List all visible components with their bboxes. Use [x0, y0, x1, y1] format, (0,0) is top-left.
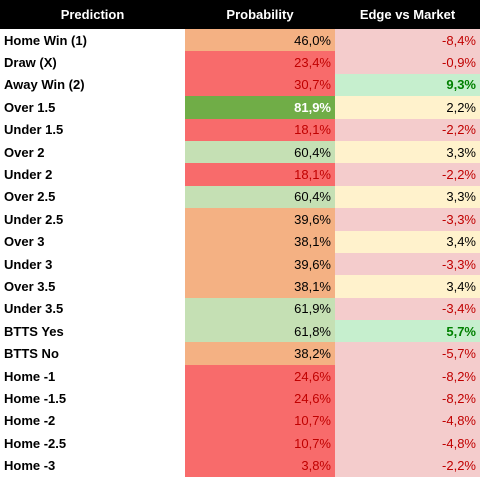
prediction-cell: Away Win (2): [4, 77, 85, 93]
header-cell: Edge vs Market: [335, 0, 480, 29]
probability-cell: 60,4%: [185, 185, 335, 209]
edge-cell: -5,7%: [335, 342, 480, 365]
probability-cell: 10,7%: [185, 409, 335, 433]
edge-cell: -4,8%: [335, 432, 480, 455]
table-body: Home Win (1) 46,0% -8,4% Draw (X) 23,4% -0,9%…: [0, 29, 480, 477]
probability-cell: 60,4%: [185, 140, 335, 164]
prediction-cell: Over 2.5: [4, 189, 56, 205]
edge-cell: -8,4%: [335, 29, 480, 52]
edge-cell: 3,4%: [335, 230, 480, 253]
edge-cell: -0,9%: [335, 51, 480, 74]
prediction-cell: Home Win (1): [4, 32, 87, 48]
table-row: Home -1 24,6% -8,2%: [0, 364, 480, 388]
prediction-cell: Home -2: [4, 413, 56, 429]
table-row: BTTS Yes 61,8% 5,7%: [0, 320, 480, 343]
edge-cell: 9,3%: [335, 73, 480, 97]
probability-cell: 3,8%: [185, 454, 335, 477]
table-row: Away Win (2) 30,7% 9,3%: [0, 73, 480, 97]
edge-cell: -8,2%: [335, 387, 480, 410]
header-row: Prediction Probability Edge vs Market: [0, 0, 480, 29]
table-row: Over 2 60,4% 3,3%: [0, 140, 480, 164]
prediction-cell: Over 3: [4, 234, 45, 250]
prediction-table: Prediction Probability Edge vs Market Ho…: [0, 0, 480, 477]
probability-cell: 24,6%: [185, 364, 335, 388]
probability-cell: 38,1%: [185, 230, 335, 253]
prediction-cell: BTTS Yes: [4, 323, 64, 339]
edge-cell: -3,3%: [335, 252, 480, 276]
prediction-cell: Under 2: [4, 167, 53, 183]
edge-cell: 3,4%: [335, 275, 480, 298]
probability-cell: 38,1%: [185, 275, 335, 298]
prediction-cell: Draw (X): [4, 55, 57, 71]
probability-cell: 18,1%: [185, 163, 335, 186]
table-row: BTTS No 38,2% -5,7%: [0, 342, 480, 365]
prediction-cell: Home -1: [4, 368, 56, 384]
probability-cell: 81,9%: [185, 96, 335, 119]
edge-cell: -3,4%: [335, 297, 480, 321]
edge-cell: -2,2%: [335, 454, 480, 477]
probability-cell: 61,8%: [185, 320, 335, 343]
table-row: Home -2.5 10,7% -4,8%: [0, 432, 480, 455]
prediction-cell: Over 3.5: [4, 278, 56, 294]
edge-cell: 2,2%: [335, 96, 480, 119]
table-row: Draw (X) 23,4% -0,9%: [0, 51, 480, 74]
probability-cell: 46,0%: [185, 29, 335, 52]
table-row: Home -1.5 24,6% -8,2%: [0, 387, 480, 410]
probability-cell: 24,6%: [185, 387, 335, 410]
probability-cell: 39,6%: [185, 252, 335, 276]
table-row: Home -2 10,7% -4,8%: [0, 409, 480, 433]
edge-cell: -2,2%: [335, 163, 480, 186]
prediction-cell: Home -3: [4, 458, 56, 474]
table-row: Over 2.5 60,4% 3,3%: [0, 185, 480, 209]
table-row: Home -3 3,8% -2,2%: [0, 454, 480, 477]
table-row: Over 1.5 81,9% 2,2%: [0, 96, 480, 119]
prediction-cell: Over 2: [4, 144, 45, 160]
edge-cell: -8,2%: [335, 364, 480, 388]
prediction-cell: Under 2.5: [4, 211, 64, 227]
table-row: Over 3.5 38,1% 3,4%: [0, 275, 480, 298]
probability-cell: 10,7%: [185, 432, 335, 455]
table-row: Over 3 38,1% 3,4%: [0, 230, 480, 253]
edge-cell: 5,7%: [335, 320, 480, 343]
probability-cell: 61,9%: [185, 297, 335, 321]
probability-cell: 30,7%: [185, 73, 335, 97]
edge-cell: -4,8%: [335, 409, 480, 433]
probability-cell: 38,2%: [185, 342, 335, 365]
table-row: Under 2.5 39,6% -3,3%: [0, 208, 480, 231]
prediction-cell: Over 1.5: [4, 99, 56, 115]
edge-cell: -2,2%: [335, 118, 480, 141]
prediction-cell: Under 1.5: [4, 122, 64, 138]
edge-cell: 3,3%: [335, 185, 480, 209]
table-row: Under 3 39,6% -3,3%: [0, 252, 480, 276]
prediction-cell: Under 3: [4, 256, 53, 272]
table-header: Prediction Probability Edge vs Market: [0, 0, 480, 29]
edge-cell: -3,3%: [335, 208, 480, 231]
edge-cell: 3,3%: [335, 140, 480, 164]
prediction-cell: Home -2.5: [4, 435, 67, 451]
prediction-cell: Home -1.5: [4, 390, 67, 406]
table-row: Home Win (1) 46,0% -8,4%: [0, 29, 480, 52]
probability-cell: 23,4%: [185, 51, 335, 74]
prediction-cell: Under 3.5: [4, 301, 64, 317]
table-row: Under 3.5 61,9% -3,4%: [0, 297, 480, 321]
header-cell: Probability: [185, 0, 335, 29]
prediction-cell: BTTS No: [4, 346, 59, 362]
header-cell: Prediction: [0, 0, 185, 29]
table-row: Under 1.5 18,1% -2,2%: [0, 118, 480, 141]
probability-cell: 39,6%: [185, 208, 335, 231]
table-row: Under 2 18,1% -2,2%: [0, 163, 480, 186]
probability-cell: 18,1%: [185, 118, 335, 141]
